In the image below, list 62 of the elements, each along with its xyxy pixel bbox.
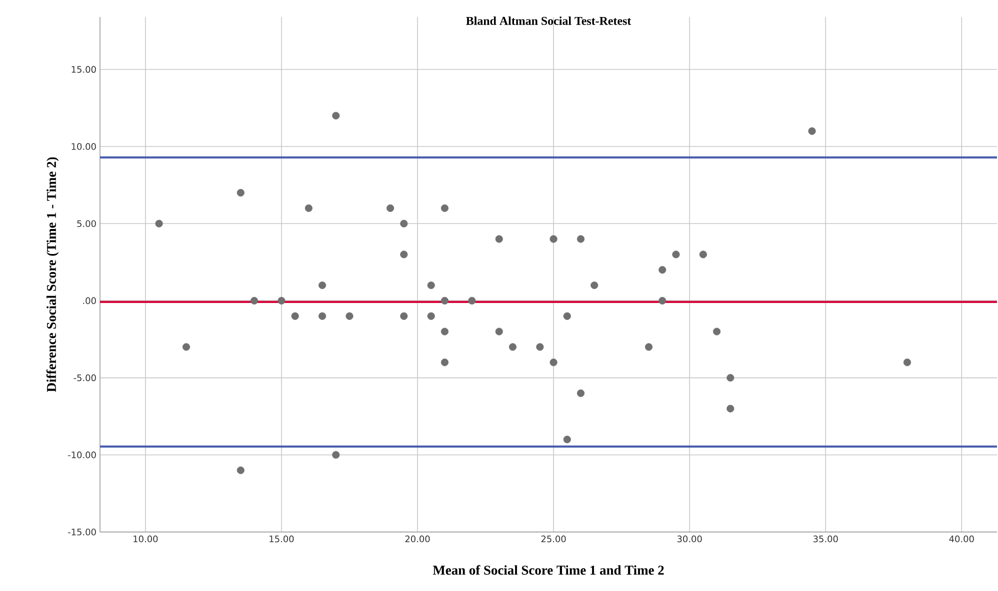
point bbox=[713, 328, 721, 336]
point bbox=[155, 220, 163, 228]
point bbox=[550, 358, 558, 366]
point bbox=[468, 296, 476, 304]
point bbox=[508, 343, 517, 351]
point bbox=[318, 312, 326, 320]
point bbox=[672, 250, 680, 258]
chart-title: Bland Altman Social Test-Retest bbox=[466, 16, 632, 25]
x-tick-label: 15.00 bbox=[270, 536, 294, 542]
point bbox=[332, 112, 340, 120]
y-tick-label: -15.00 bbox=[68, 528, 96, 536]
point bbox=[440, 204, 449, 212]
y-tick-label: -10.00 bbox=[68, 451, 96, 458]
point bbox=[386, 204, 394, 212]
point bbox=[726, 404, 734, 412]
x-tick-label: 10.00 bbox=[134, 536, 158, 542]
point bbox=[576, 389, 585, 397]
x-tick-label: 35.00 bbox=[813, 536, 838, 542]
point bbox=[576, 235, 585, 243]
x-tick-label: 40.00 bbox=[949, 536, 974, 542]
y-tick-label: 5.00 bbox=[77, 220, 96, 227]
point bbox=[427, 312, 435, 320]
point bbox=[903, 358, 912, 366]
point bbox=[236, 188, 244, 197]
point bbox=[400, 220, 408, 228]
point bbox=[563, 312, 571, 320]
point bbox=[495, 328, 503, 336]
point bbox=[278, 296, 286, 304]
x-axis-title: Mean of Social Score Time 1 and Time 2 bbox=[432, 565, 664, 575]
point bbox=[726, 374, 734, 382]
point bbox=[658, 296, 666, 304]
x-tick-label: 20.00 bbox=[405, 536, 430, 542]
x-tick-label: 25.00 bbox=[541, 536, 566, 542]
point bbox=[400, 312, 408, 320]
point bbox=[440, 328, 449, 336]
point bbox=[236, 466, 244, 474]
y-tick-label: 15.00 bbox=[72, 66, 96, 73]
point bbox=[304, 204, 312, 212]
point bbox=[563, 436, 571, 444]
point bbox=[440, 358, 449, 366]
point bbox=[440, 296, 449, 304]
point bbox=[644, 343, 653, 351]
point bbox=[400, 250, 408, 258]
point bbox=[590, 281, 598, 290]
y-tick-label: .00 bbox=[83, 297, 96, 304]
point bbox=[182, 343, 190, 351]
point bbox=[536, 343, 544, 351]
point bbox=[318, 281, 326, 290]
y-axis-title: Difference Social Score (Time 1 - Time 2) bbox=[46, 157, 59, 392]
point bbox=[495, 235, 503, 243]
point bbox=[291, 312, 299, 320]
point bbox=[550, 235, 558, 243]
y-tick-label: -5.00 bbox=[74, 374, 96, 382]
point bbox=[658, 266, 666, 274]
y-tick-label: 10.00 bbox=[72, 143, 96, 150]
point bbox=[250, 296, 258, 304]
point bbox=[346, 312, 354, 320]
point bbox=[699, 250, 707, 258]
point bbox=[427, 281, 435, 290]
point bbox=[808, 127, 816, 135]
point bbox=[332, 451, 340, 459]
x-tick-label: 30.00 bbox=[677, 536, 702, 542]
